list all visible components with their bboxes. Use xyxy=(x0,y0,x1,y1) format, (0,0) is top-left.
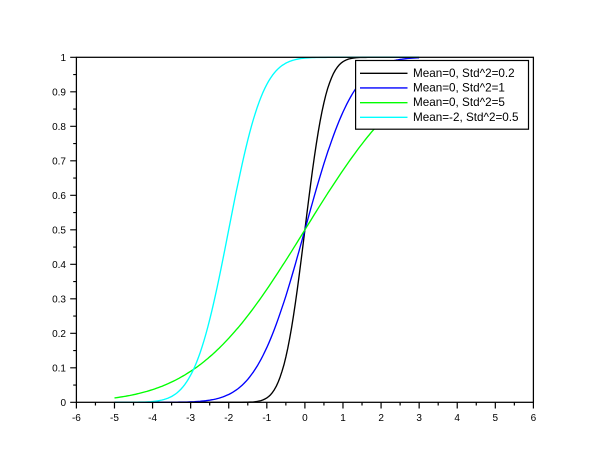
svg-text:0: 0 xyxy=(60,398,66,409)
svg-text:Mean=0, Std^2=1: Mean=0, Std^2=1 xyxy=(413,81,505,94)
svg-text:-4: -4 xyxy=(148,413,157,424)
svg-text:0.8: 0.8 xyxy=(52,122,66,133)
svg-text:6: 6 xyxy=(531,413,537,424)
svg-text:1: 1 xyxy=(60,53,66,64)
svg-text:3: 3 xyxy=(416,413,422,424)
svg-text:-3: -3 xyxy=(186,413,195,424)
svg-text:0: 0 xyxy=(302,413,308,424)
svg-text:2: 2 xyxy=(378,413,384,424)
svg-text:Mean=-2, Std^2=0.5: Mean=-2, Std^2=0.5 xyxy=(413,111,519,124)
svg-text:0.6: 0.6 xyxy=(52,191,66,202)
svg-text:1: 1 xyxy=(340,413,346,424)
svg-text:4: 4 xyxy=(454,413,460,424)
svg-text:0.7: 0.7 xyxy=(52,156,66,167)
svg-text:0.3: 0.3 xyxy=(52,294,66,305)
svg-text:-6: -6 xyxy=(72,413,81,424)
svg-text:0.4: 0.4 xyxy=(52,260,66,271)
svg-text:-2: -2 xyxy=(224,413,233,424)
svg-text:0.9: 0.9 xyxy=(52,87,66,98)
svg-text:-1: -1 xyxy=(262,413,271,424)
svg-text:Mean=0, Std^2=5: Mean=0, Std^2=5 xyxy=(413,96,505,109)
svg-text:0.1: 0.1 xyxy=(52,363,66,374)
svg-text:Mean=0, Std^2=0.2: Mean=0, Std^2=0.2 xyxy=(413,67,515,80)
svg-text:5: 5 xyxy=(493,413,499,424)
svg-text:0.5: 0.5 xyxy=(52,225,66,236)
svg-text:0.2: 0.2 xyxy=(52,329,66,340)
svg-text:-5: -5 xyxy=(110,413,119,424)
